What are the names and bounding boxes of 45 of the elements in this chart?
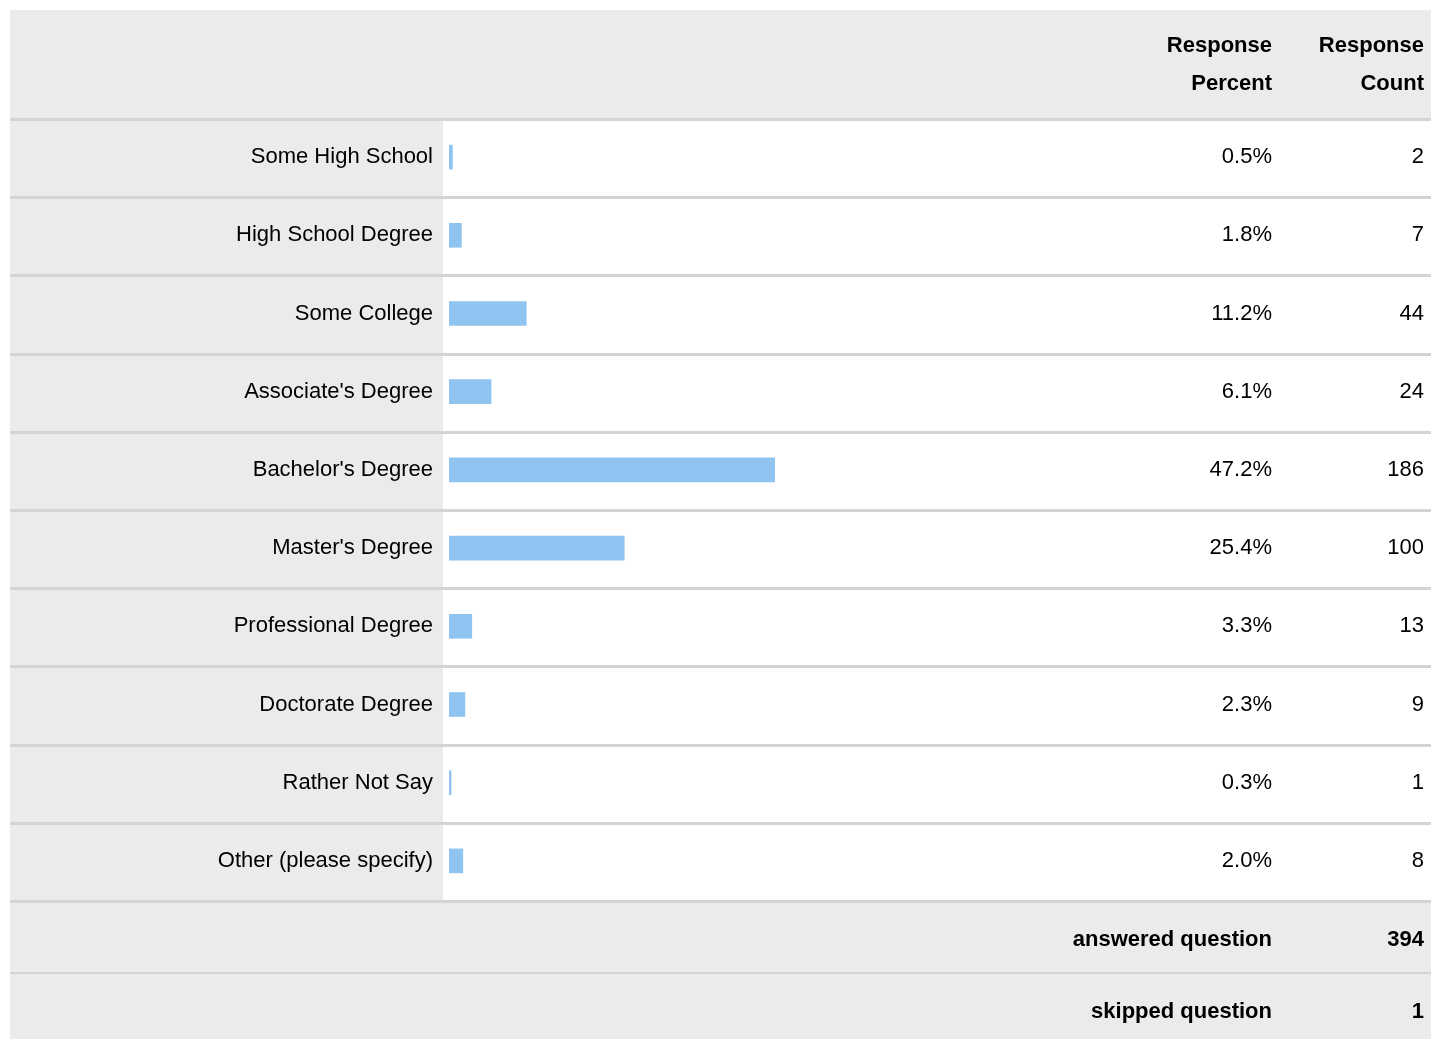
data-label: 3.3% <box>1221 612 1272 638</box>
bar <box>449 535 625 561</box>
bar <box>449 222 462 248</box>
text: 8 <box>1411 846 1424 872</box>
text: Response Count <box>1318 32 1425 96</box>
text: 7 <box>1411 221 1424 247</box>
data-label: 0.5% <box>1221 143 1272 169</box>
y-tick-label: Bachelor's Degree <box>252 455 433 481</box>
y-tick-label: Doctorate Degree <box>259 690 433 716</box>
bar <box>449 457 776 483</box>
text: 100 <box>1387 534 1424 560</box>
bar <box>449 301 527 326</box>
bar <box>449 144 453 170</box>
y-tick-label: High School Degree <box>236 221 433 247</box>
bar <box>449 692 466 717</box>
text: Response Percent <box>1166 32 1273 96</box>
text: 44 <box>1399 299 1424 325</box>
text: answered question <box>1072 926 1272 952</box>
text: 2 <box>1411 143 1424 169</box>
text: 1 <box>1411 998 1424 1024</box>
y-tick-label: Associate's Degree <box>244 377 433 403</box>
y-tick-label: Some College <box>294 299 433 325</box>
data-label: 6.1% <box>1221 377 1272 403</box>
data-label: 0.3% <box>1221 768 1272 794</box>
data-label: 25.4% <box>1209 534 1272 560</box>
text: 186 <box>1387 455 1424 481</box>
data-label: 47.2% <box>1209 455 1272 481</box>
y-tick-label: Some High School <box>250 143 433 169</box>
text: 394 <box>1387 926 1425 952</box>
y-tick-label: Other (please specify) <box>217 846 433 872</box>
data-label: 11.2% <box>1211 299 1272 325</box>
data-label: 2.3% <box>1221 690 1272 716</box>
text: skipped question <box>1091 998 1272 1024</box>
y-tick-label: Professional Degree <box>233 612 433 638</box>
y-tick-label: Master's Degree <box>272 534 433 560</box>
y-tick-label: Rather Not Say <box>282 768 433 794</box>
text: 1 <box>1411 768 1424 794</box>
bar <box>449 613 473 639</box>
data-label: 2.0% <box>1221 846 1272 872</box>
bar <box>449 379 492 405</box>
text: 9 <box>1411 690 1424 716</box>
text: 13 <box>1399 612 1424 638</box>
data-label: 1.8% <box>1221 221 1272 247</box>
text: 24 <box>1399 377 1424 403</box>
bar <box>449 848 464 874</box>
